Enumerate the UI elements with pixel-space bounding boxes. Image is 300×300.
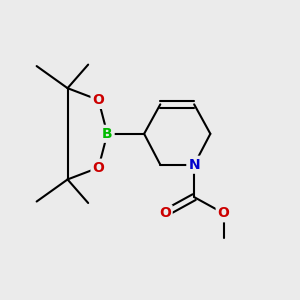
Text: O: O [92,93,104,107]
Text: O: O [159,206,171,220]
Text: O: O [92,161,104,175]
Text: B: B [102,127,112,141]
Text: O: O [218,206,230,220]
Text: N: N [188,158,200,172]
